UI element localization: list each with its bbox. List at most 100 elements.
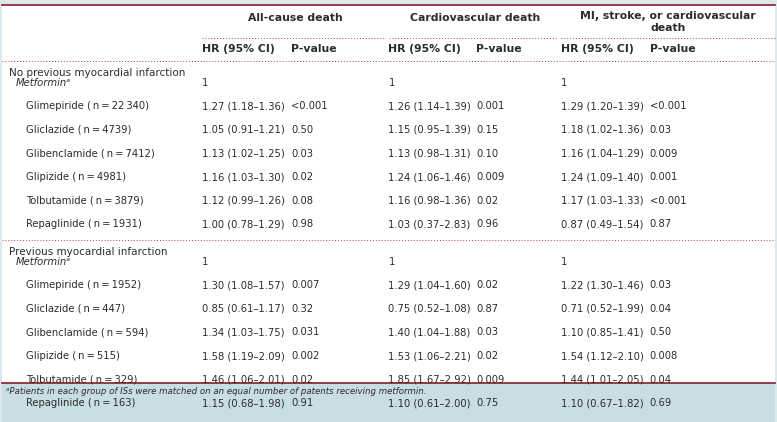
Text: 1.17 (1.03–1.33): 1.17 (1.03–1.33) <box>561 196 643 206</box>
Text: 1.29 (1.20–1.39): 1.29 (1.20–1.39) <box>561 101 643 111</box>
Text: Gliclazide ( n = 4739): Gliclazide ( n = 4739) <box>26 125 132 135</box>
Text: Tolbutamide ( n = 329): Tolbutamide ( n = 329) <box>26 375 138 385</box>
Text: 1.53 (1.06–2.21): 1.53 (1.06–2.21) <box>388 351 471 361</box>
Text: 1.27 (1.18–1.36): 1.27 (1.18–1.36) <box>202 101 284 111</box>
Bar <box>2 5 775 383</box>
Text: 1.46 (1.06–2.01): 1.46 (1.06–2.01) <box>202 375 284 385</box>
Text: 0.69: 0.69 <box>650 398 672 408</box>
Text: 1.85 (1.67–2.92): 1.85 (1.67–2.92) <box>388 375 472 385</box>
Text: 0.04: 0.04 <box>650 375 671 385</box>
Text: 0.15: 0.15 <box>476 125 499 135</box>
Text: 1.16 (1.03–1.30): 1.16 (1.03–1.30) <box>202 172 284 182</box>
Text: 1.13 (0.98–1.31): 1.13 (0.98–1.31) <box>388 149 471 159</box>
Text: 1.13 (1.02–1.25): 1.13 (1.02–1.25) <box>202 149 284 159</box>
Text: 1.10 (0.85–1.41): 1.10 (0.85–1.41) <box>561 327 643 338</box>
Text: 1: 1 <box>561 257 567 267</box>
Text: 0.50: 0.50 <box>291 125 313 135</box>
Text: 1.16 (0.98–1.36): 1.16 (0.98–1.36) <box>388 196 471 206</box>
Text: <0.001: <0.001 <box>291 101 328 111</box>
Text: Metforminᵃ: Metforminᵃ <box>16 78 71 88</box>
Text: All-cause death: All-cause death <box>248 13 343 23</box>
Text: 0.03: 0.03 <box>650 280 671 290</box>
Text: 0.87 (0.49–1.54): 0.87 (0.49–1.54) <box>561 219 643 230</box>
Text: Glipizide ( n = 515): Glipizide ( n = 515) <box>26 351 120 361</box>
Text: Glipizide ( n = 4981): Glipizide ( n = 4981) <box>26 172 127 182</box>
Text: 1.54 (1.12–2.10): 1.54 (1.12–2.10) <box>561 351 643 361</box>
Text: 0.75: 0.75 <box>476 398 499 408</box>
Text: 0.002: 0.002 <box>291 351 320 361</box>
Text: 0.96: 0.96 <box>476 219 499 230</box>
Text: 0.04: 0.04 <box>650 304 671 314</box>
Text: 0.031: 0.031 <box>291 327 320 338</box>
Text: 0.75 (0.52–1.08): 0.75 (0.52–1.08) <box>388 304 471 314</box>
Text: 1.10 (0.67–1.82): 1.10 (0.67–1.82) <box>561 398 643 408</box>
Text: ᵃPatients in each group of ISs were matched on an equal number of patents receiv: ᵃPatients in each group of ISs were matc… <box>6 387 427 396</box>
Text: Glibenclamide ( n = 7412): Glibenclamide ( n = 7412) <box>26 149 155 159</box>
Text: 1.05 (0.91–1.21): 1.05 (0.91–1.21) <box>202 125 284 135</box>
Text: No previous myocardial infarction: No previous myocardial infarction <box>9 68 186 78</box>
Text: 1.29 (1.04–1.60): 1.29 (1.04–1.60) <box>388 280 471 290</box>
Text: 1.18 (1.02–1.36): 1.18 (1.02–1.36) <box>561 125 643 135</box>
Text: 0.03: 0.03 <box>291 149 313 159</box>
Text: Glimepiride ( n = 1952): Glimepiride ( n = 1952) <box>26 280 141 290</box>
Text: 0.71 (0.52–1.99): 0.71 (0.52–1.99) <box>561 304 643 314</box>
Text: MI, stroke, or cardiovascular
death: MI, stroke, or cardiovascular death <box>580 11 756 32</box>
Text: 0.10: 0.10 <box>476 149 498 159</box>
Text: 1: 1 <box>561 78 567 88</box>
Text: 1: 1 <box>202 78 208 88</box>
Text: 1.34 (1.03–1.75): 1.34 (1.03–1.75) <box>202 327 284 338</box>
Text: P-value: P-value <box>476 44 522 54</box>
Text: Cardiovascular death: Cardiovascular death <box>409 13 540 23</box>
Text: 0.02: 0.02 <box>291 375 313 385</box>
Text: 0.03: 0.03 <box>650 125 671 135</box>
Text: 0.001: 0.001 <box>476 101 505 111</box>
Text: 0.02: 0.02 <box>476 351 498 361</box>
Text: HR (95% CI): HR (95% CI) <box>561 44 634 54</box>
Text: 1.10 (0.61–2.00): 1.10 (0.61–2.00) <box>388 398 471 408</box>
Text: Repaglinide ( n = 1931): Repaglinide ( n = 1931) <box>26 219 142 230</box>
Text: HR (95% CI): HR (95% CI) <box>388 44 462 54</box>
Text: 0.008: 0.008 <box>650 351 678 361</box>
Text: 0.98: 0.98 <box>291 219 313 230</box>
Text: P-value: P-value <box>291 44 337 54</box>
Text: HR (95% CI): HR (95% CI) <box>202 44 275 54</box>
Text: 0.50: 0.50 <box>650 327 671 338</box>
Text: 0.009: 0.009 <box>476 172 505 182</box>
Text: 0.007: 0.007 <box>291 280 320 290</box>
Text: P-value: P-value <box>650 44 695 54</box>
Text: <0.001: <0.001 <box>650 101 686 111</box>
Text: 0.001: 0.001 <box>650 172 678 182</box>
Text: 0.02: 0.02 <box>476 280 498 290</box>
Text: Glimepiride ( n = 22 340): Glimepiride ( n = 22 340) <box>26 101 149 111</box>
Text: 1.44 (1.01–2.05): 1.44 (1.01–2.05) <box>561 375 643 385</box>
Text: Metforminᵃ: Metforminᵃ <box>16 257 71 267</box>
Text: 1.24 (1.09–1.40): 1.24 (1.09–1.40) <box>561 172 643 182</box>
Text: 1: 1 <box>388 257 395 267</box>
Text: 0.32: 0.32 <box>291 304 313 314</box>
Text: 1.03 (0.37–2.83): 1.03 (0.37–2.83) <box>388 219 471 230</box>
Text: <0.001: <0.001 <box>650 196 686 206</box>
Text: Previous myocardial infarction: Previous myocardial infarction <box>9 247 168 257</box>
Text: 1.30 (1.08–1.57): 1.30 (1.08–1.57) <box>202 280 284 290</box>
Text: 0.87: 0.87 <box>476 304 498 314</box>
Text: 0.08: 0.08 <box>291 196 313 206</box>
Text: Gliclazide ( n = 447): Gliclazide ( n = 447) <box>26 304 125 314</box>
Text: 1.16 (1.04–1.29): 1.16 (1.04–1.29) <box>561 149 643 159</box>
Text: 0.02: 0.02 <box>291 172 313 182</box>
Text: 0.02: 0.02 <box>476 196 498 206</box>
Text: 1.00 (0.78–1.29): 1.00 (0.78–1.29) <box>202 219 284 230</box>
Text: Repaglinide ( n = 163): Repaglinide ( n = 163) <box>26 398 136 408</box>
Text: 1: 1 <box>388 78 395 88</box>
Text: 1.40 (1.04–1.88): 1.40 (1.04–1.88) <box>388 327 471 338</box>
Text: 1.58 (1.19–2.09): 1.58 (1.19–2.09) <box>202 351 284 361</box>
Text: 1.12 (0.99–1.26): 1.12 (0.99–1.26) <box>202 196 285 206</box>
Text: 1.24 (1.06–1.46): 1.24 (1.06–1.46) <box>388 172 471 182</box>
Text: 1.15 (0.95–1.39): 1.15 (0.95–1.39) <box>388 125 471 135</box>
Text: Glibenclamide ( n = 594): Glibenclamide ( n = 594) <box>26 327 148 338</box>
Text: 0.91: 0.91 <box>291 398 314 408</box>
Text: 1.26 (1.14–1.39): 1.26 (1.14–1.39) <box>388 101 471 111</box>
Text: Tolbutamide ( n = 3879): Tolbutamide ( n = 3879) <box>26 196 144 206</box>
Text: 0.87: 0.87 <box>650 219 671 230</box>
Text: 1.22 (1.30–1.46): 1.22 (1.30–1.46) <box>561 280 643 290</box>
Text: 1: 1 <box>202 257 208 267</box>
